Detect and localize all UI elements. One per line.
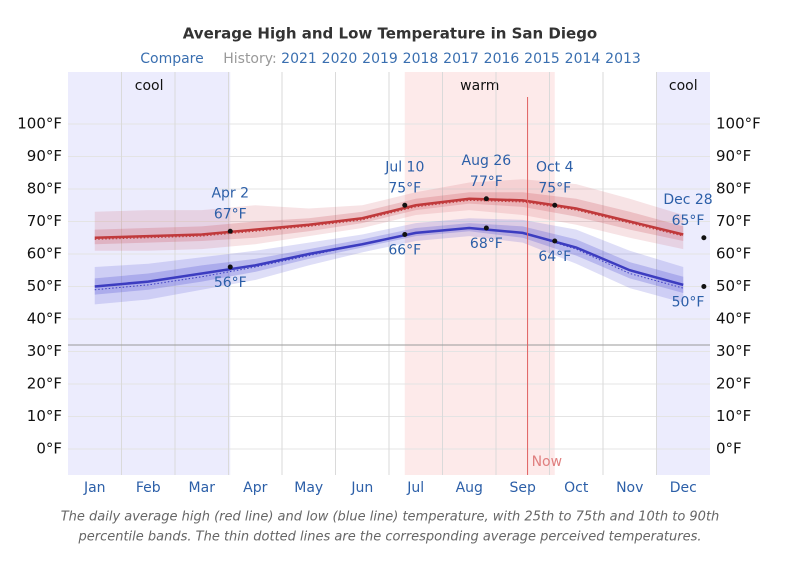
high-line [94, 197, 684, 239]
high-point [701, 235, 707, 241]
low-line [94, 226, 684, 288]
y-tick-label: 80°F [27, 180, 62, 198]
y-tick-label: 30°F [27, 342, 62, 360]
annotation-date: Oct 4 [536, 159, 574, 175]
year-link[interactable]: 2020 [322, 51, 358, 67]
annotation-low: 50°F [672, 295, 705, 311]
x-tick-label: Aug [456, 480, 483, 496]
perceived-line [94, 199, 684, 240]
low-point [227, 264, 233, 270]
annotation-high: 75°F [388, 180, 421, 196]
annotation-low: 68°F [470, 236, 503, 252]
low-point [402, 232, 408, 237]
compare-link[interactable]: Compare [140, 51, 204, 67]
x-tick-label: Jun [350, 480, 373, 496]
annotation-date: Apr 2 [211, 185, 249, 201]
chart-title: Average High and Low Temperature in San … [183, 25, 598, 43]
y-tick-label: 40°F [716, 310, 751, 328]
y-tick-label: 100°F [17, 115, 62, 133]
x-tick-label: Jan [83, 480, 106, 496]
y-tick-label: 100°F [716, 115, 761, 133]
y-tick-label: 60°F [27, 245, 62, 263]
y-tick-label: 70°F [716, 212, 751, 230]
annotation-date: Jul 10 [384, 159, 424, 175]
year-link[interactable]: 2021 [281, 51, 317, 67]
percentile-band [94, 223, 684, 295]
annotation-high: 65°F [672, 213, 705, 229]
caption: The daily average high (red line) and lo… [61, 510, 720, 525]
season-band [404, 72, 555, 475]
x-tick-label: Jul [406, 480, 424, 496]
year-link[interactable]: 2018 [403, 51, 439, 67]
annotation-low: 56°F [214, 275, 247, 291]
caption: percentile bands. The thin dotted lines … [77, 530, 701, 545]
y-tick-label: 20°F [716, 375, 751, 393]
annotation-high: 75°F [538, 180, 571, 196]
percentile-band [94, 218, 684, 305]
annotation-date: Dec 28 [663, 192, 712, 208]
annotation-high: 67°F [214, 206, 247, 222]
x-tick-label: Oct [564, 480, 589, 496]
year-link[interactable]: 2016 [484, 51, 520, 67]
x-tick-label: Nov [616, 480, 643, 496]
x-tick-label: Mar [189, 480, 216, 496]
y-tick-label: 50°F [27, 277, 62, 295]
season-label: cool [669, 78, 698, 94]
season-label: cool [135, 78, 164, 94]
history-label: History: [223, 51, 277, 67]
annotation-high: 77°F [470, 174, 503, 190]
high-point [402, 202, 408, 208]
y-tick-label: 80°F [716, 180, 751, 198]
x-tick-label: Sep [510, 480, 537, 496]
high-point [483, 196, 489, 202]
x-tick-label: Dec [670, 480, 697, 496]
year-link[interactable]: 2019 [362, 51, 398, 67]
low-point [552, 238, 558, 244]
low-point [483, 225, 489, 231]
y-tick-label: 70°F [27, 212, 62, 230]
x-tick-label: Apr [243, 480, 267, 496]
y-tick-label: 50°F [716, 277, 751, 295]
y-tick-label: 0°F [36, 440, 62, 458]
year-link[interactable]: 2015 [524, 51, 560, 67]
year-link[interactable]: 2017 [443, 51, 479, 67]
low-point [701, 284, 707, 289]
year-link[interactable]: 2014 [565, 51, 601, 67]
x-tick-label: Feb [136, 480, 161, 496]
annotation-low: 64°F [538, 249, 571, 265]
season-label: warm [460, 78, 499, 94]
year-link[interactable]: 2013 [605, 51, 641, 67]
annotation-date: Aug 26 [462, 153, 512, 169]
y-tick-label: 90°F [716, 147, 751, 165]
x-tick-label: May [294, 480, 323, 496]
y-tick-label: 30°F [716, 342, 751, 360]
y-tick-label: 90°F [27, 147, 62, 165]
y-tick-label: 60°F [716, 245, 751, 263]
now-label: Now [532, 454, 563, 470]
high-point [227, 228, 233, 234]
y-tick-label: 10°F [716, 407, 751, 425]
y-tick-label: 20°F [27, 375, 62, 393]
season-band [656, 72, 710, 475]
y-tick-label: 40°F [27, 310, 62, 328]
y-tick-label: 10°F [27, 407, 62, 425]
annotation-low: 66°F [388, 243, 421, 259]
high-point [552, 202, 558, 208]
y-tick-label: 0°F [716, 440, 742, 458]
